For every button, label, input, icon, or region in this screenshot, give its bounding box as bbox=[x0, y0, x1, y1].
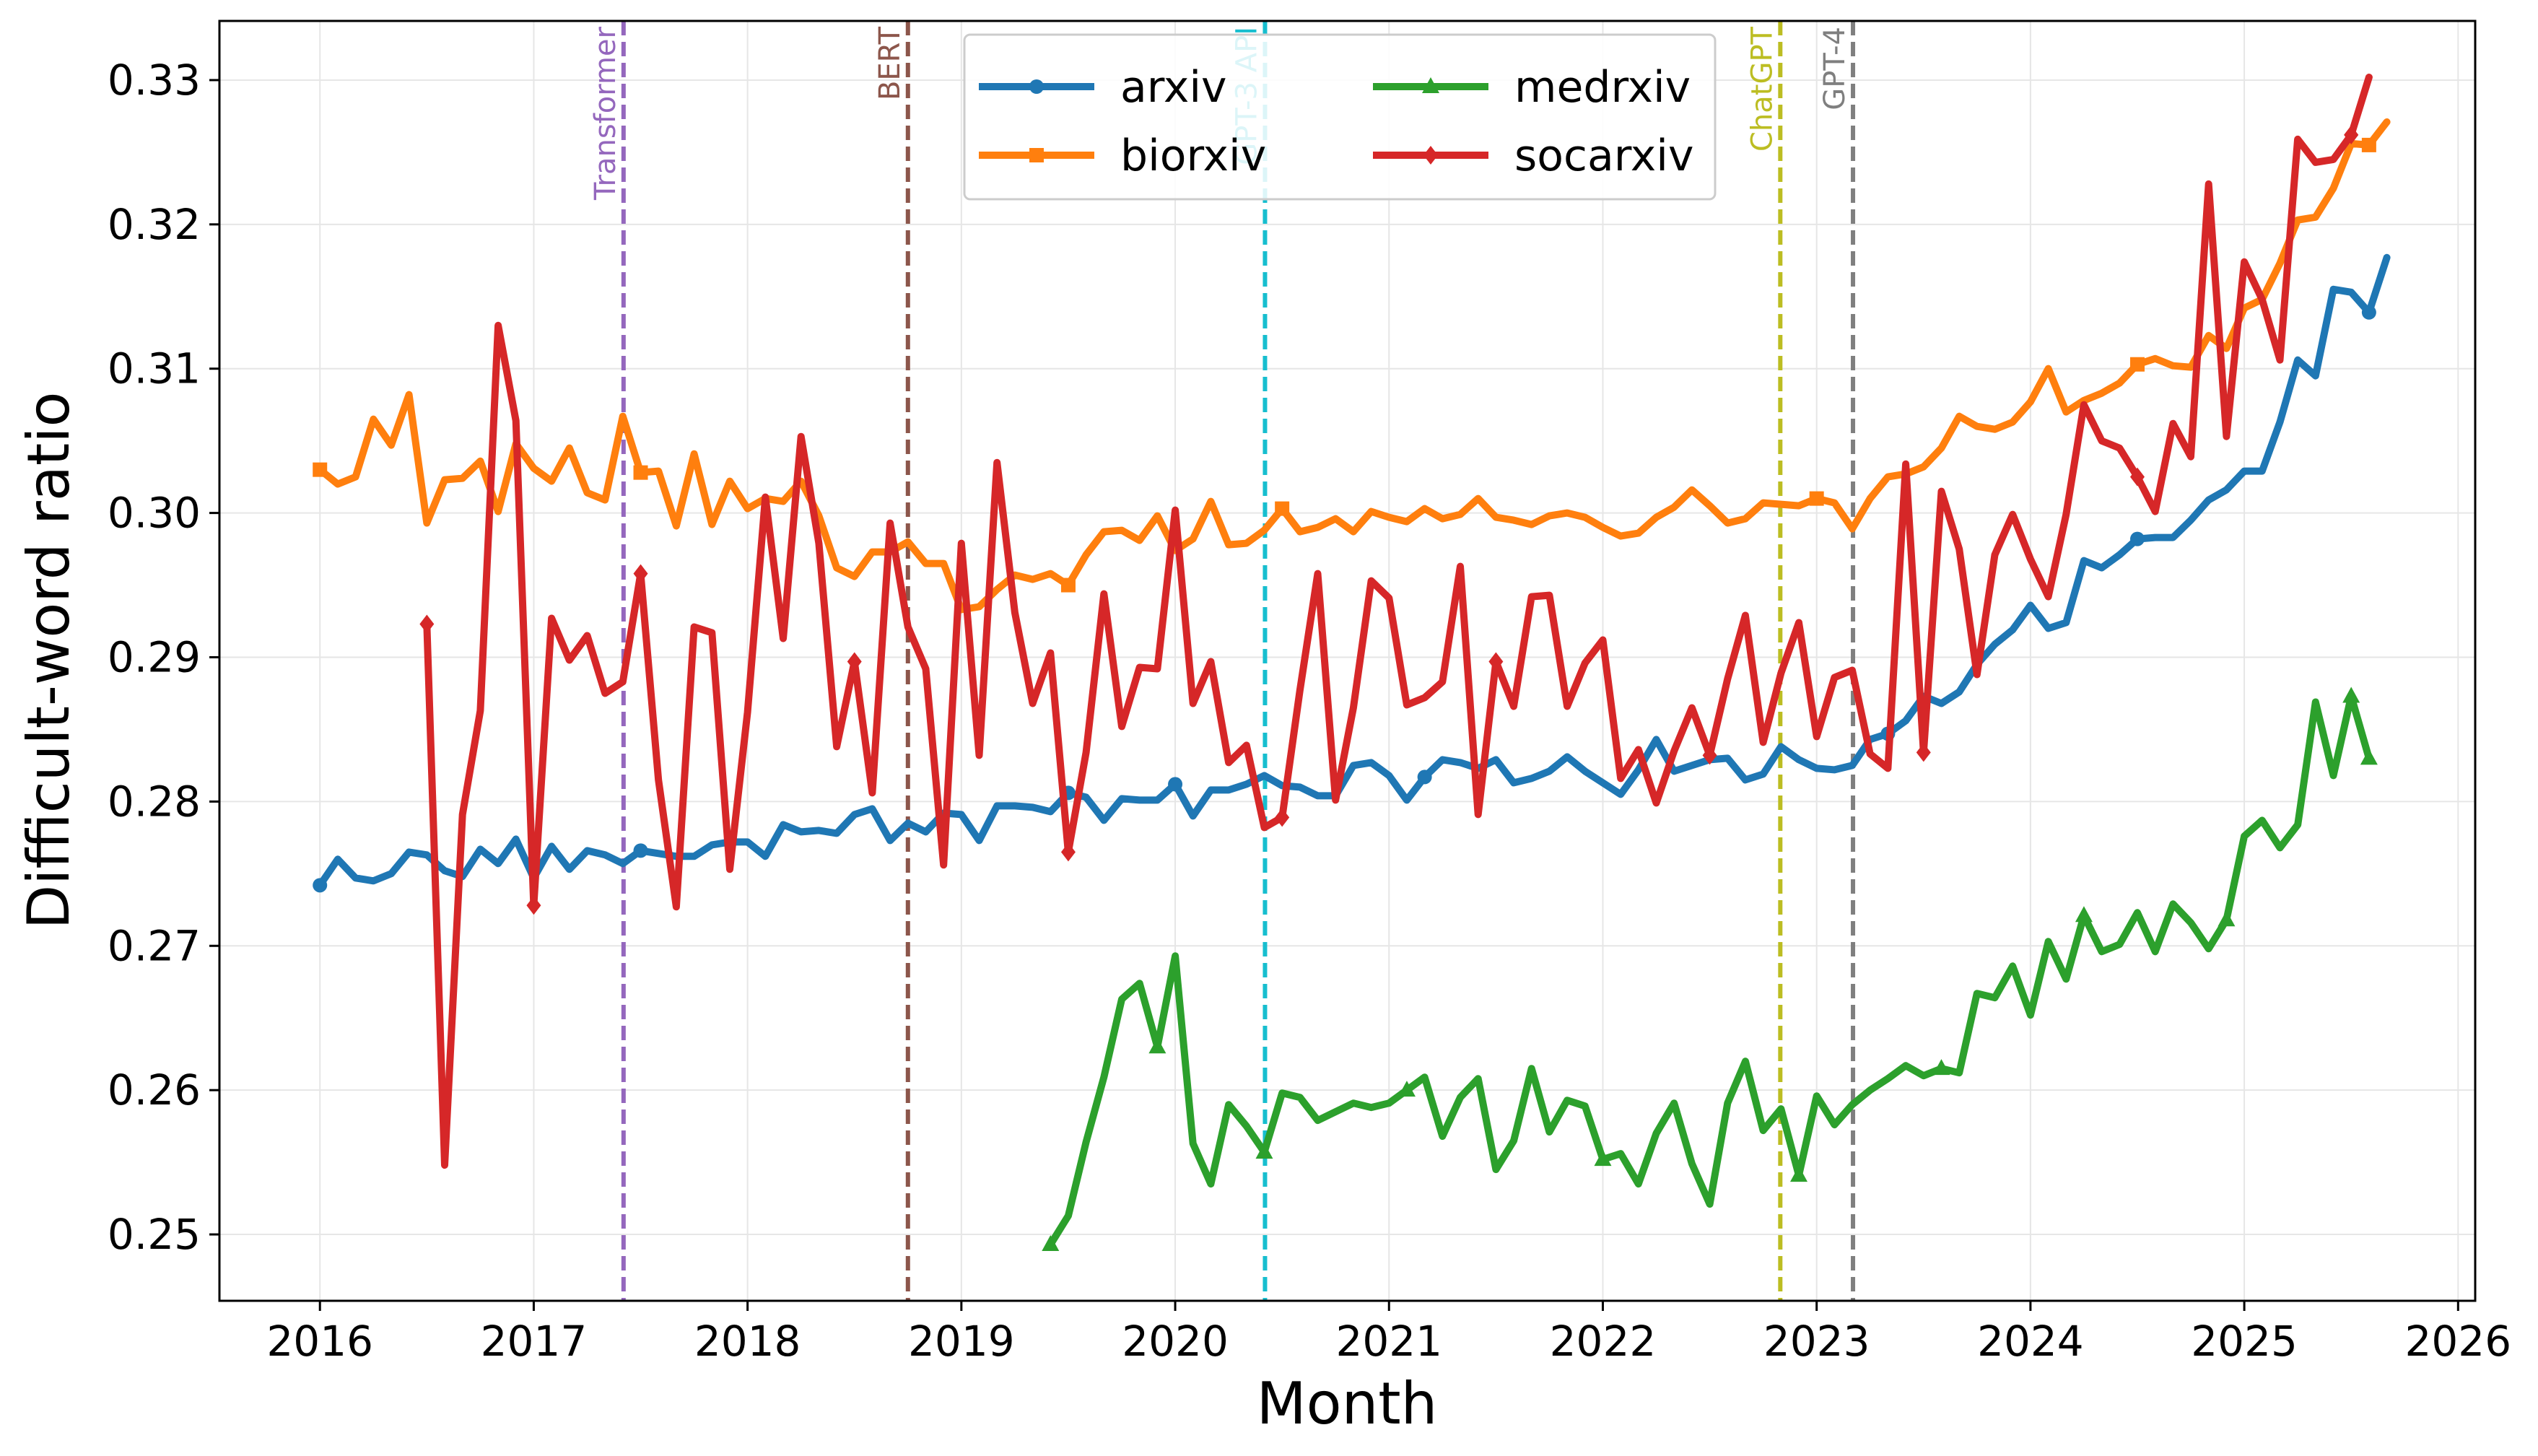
data-point bbox=[313, 462, 328, 477]
x-tick-label: 2018 bbox=[694, 1317, 801, 1366]
series-socarxiv bbox=[419, 74, 2373, 1169]
x-tick-label: 2021 bbox=[1335, 1317, 1442, 1366]
data-point bbox=[2361, 305, 2376, 320]
data-point bbox=[1275, 808, 1290, 827]
y-tick-label: 0.25 bbox=[108, 1210, 201, 1259]
series-group bbox=[313, 74, 2391, 1252]
event-label: GPT-4 bbox=[1818, 27, 1852, 110]
data-point bbox=[313, 878, 328, 893]
legend-label-medrxiv: medrxiv bbox=[1514, 62, 1691, 113]
data-point bbox=[1423, 146, 1438, 165]
y-axis: 0.25 0.26 0.27 0.28 0.29 0.30 0.31 0.32 0.33 bbox=[108, 56, 219, 1259]
data-point bbox=[1397, 1081, 1416, 1097]
series-biorxiv bbox=[313, 118, 2391, 614]
legend-label-arxiv: arxiv bbox=[1120, 62, 1227, 113]
data-point bbox=[2360, 749, 2378, 765]
event-label: ChatGPT bbox=[1745, 26, 1779, 152]
series-line-arxiv bbox=[316, 253, 2391, 889]
series-line-socarxiv bbox=[423, 74, 2373, 1169]
x-tick-label: 2017 bbox=[481, 1317, 588, 1366]
data-point bbox=[2129, 357, 2145, 372]
x-tick-label: 2024 bbox=[1977, 1317, 2084, 1366]
legend-label-socarxiv: socarxiv bbox=[1514, 131, 1693, 181]
data-point bbox=[1790, 1166, 1808, 1182]
data-point bbox=[2342, 686, 2360, 703]
data-point bbox=[1417, 770, 1432, 785]
data-point bbox=[1168, 777, 1183, 792]
data-point bbox=[1060, 842, 1076, 862]
x-tick-label: 2016 bbox=[266, 1317, 373, 1366]
plot-frame bbox=[218, 19, 2477, 1302]
y-tick-label: 0.31 bbox=[108, 344, 201, 393]
legend-box bbox=[963, 33, 1717, 201]
data-point bbox=[2361, 137, 2376, 152]
data-point bbox=[1029, 79, 1044, 94]
event-label: Transformer bbox=[589, 26, 622, 201]
data-point bbox=[1702, 746, 1717, 765]
x-tick-label: 2022 bbox=[1550, 1317, 1657, 1366]
y-tick-label: 0.29 bbox=[108, 633, 201, 682]
series-line-medrxiv bbox=[1047, 692, 2373, 1248]
y-tick-label: 0.27 bbox=[108, 921, 201, 970]
series-line-biorxiv bbox=[316, 118, 2391, 614]
x-tick-label: 2019 bbox=[908, 1317, 1015, 1366]
y-axis-title: Difficult-word ratio bbox=[15, 392, 82, 930]
data-point bbox=[1594, 1150, 1612, 1167]
data-point bbox=[1488, 652, 1504, 671]
data-point bbox=[1255, 1143, 1273, 1159]
data-point bbox=[1932, 1059, 1950, 1076]
legend: arxiv biorxiv medrxiv socarxiv bbox=[963, 33, 1717, 201]
legend-label-biorxiv: biorxiv bbox=[1120, 131, 1266, 181]
y-tick-label: 0.33 bbox=[108, 56, 201, 105]
data-point bbox=[1809, 491, 1824, 506]
data-point bbox=[633, 465, 648, 480]
data-point bbox=[2129, 531, 2145, 546]
y-tick-label: 0.28 bbox=[108, 777, 201, 826]
y-tick-label: 0.32 bbox=[108, 200, 201, 249]
x-axis-title: Month bbox=[1257, 1370, 1438, 1437]
data-point bbox=[2344, 125, 2359, 144]
x-tick-label: 2020 bbox=[1122, 1317, 1229, 1366]
data-point bbox=[2218, 910, 2236, 927]
x-axis: 2016 2017 2018 2019 2020 2021 2022 2023 2024 2025… bbox=[266, 1301, 2511, 1366]
series-medrxiv bbox=[1042, 686, 2378, 1252]
data-point bbox=[526, 896, 541, 915]
data-point bbox=[1029, 148, 1044, 162]
data-point bbox=[847, 652, 862, 671]
data-point bbox=[2129, 467, 2145, 487]
data-point bbox=[1060, 577, 1076, 593]
y-tick-label: 0.30 bbox=[108, 489, 201, 538]
data-point bbox=[1042, 1235, 1060, 1252]
y-tick-label: 0.26 bbox=[108, 1065, 201, 1115]
data-point bbox=[1275, 501, 1290, 516]
data-point bbox=[633, 564, 648, 583]
series-arxiv bbox=[313, 253, 2391, 893]
x-tick-label: 2026 bbox=[2404, 1317, 2511, 1366]
data-point bbox=[2075, 906, 2093, 923]
event-label: BERT bbox=[873, 26, 907, 100]
data-point bbox=[633, 843, 648, 858]
x-tick-label: 2025 bbox=[2191, 1317, 2298, 1366]
data-point bbox=[1148, 1037, 1166, 1054]
data-point bbox=[419, 614, 435, 634]
x-tick-label: 2023 bbox=[1763, 1317, 1870, 1366]
data-point bbox=[1916, 743, 1931, 762]
data-point bbox=[1422, 77, 1439, 93]
